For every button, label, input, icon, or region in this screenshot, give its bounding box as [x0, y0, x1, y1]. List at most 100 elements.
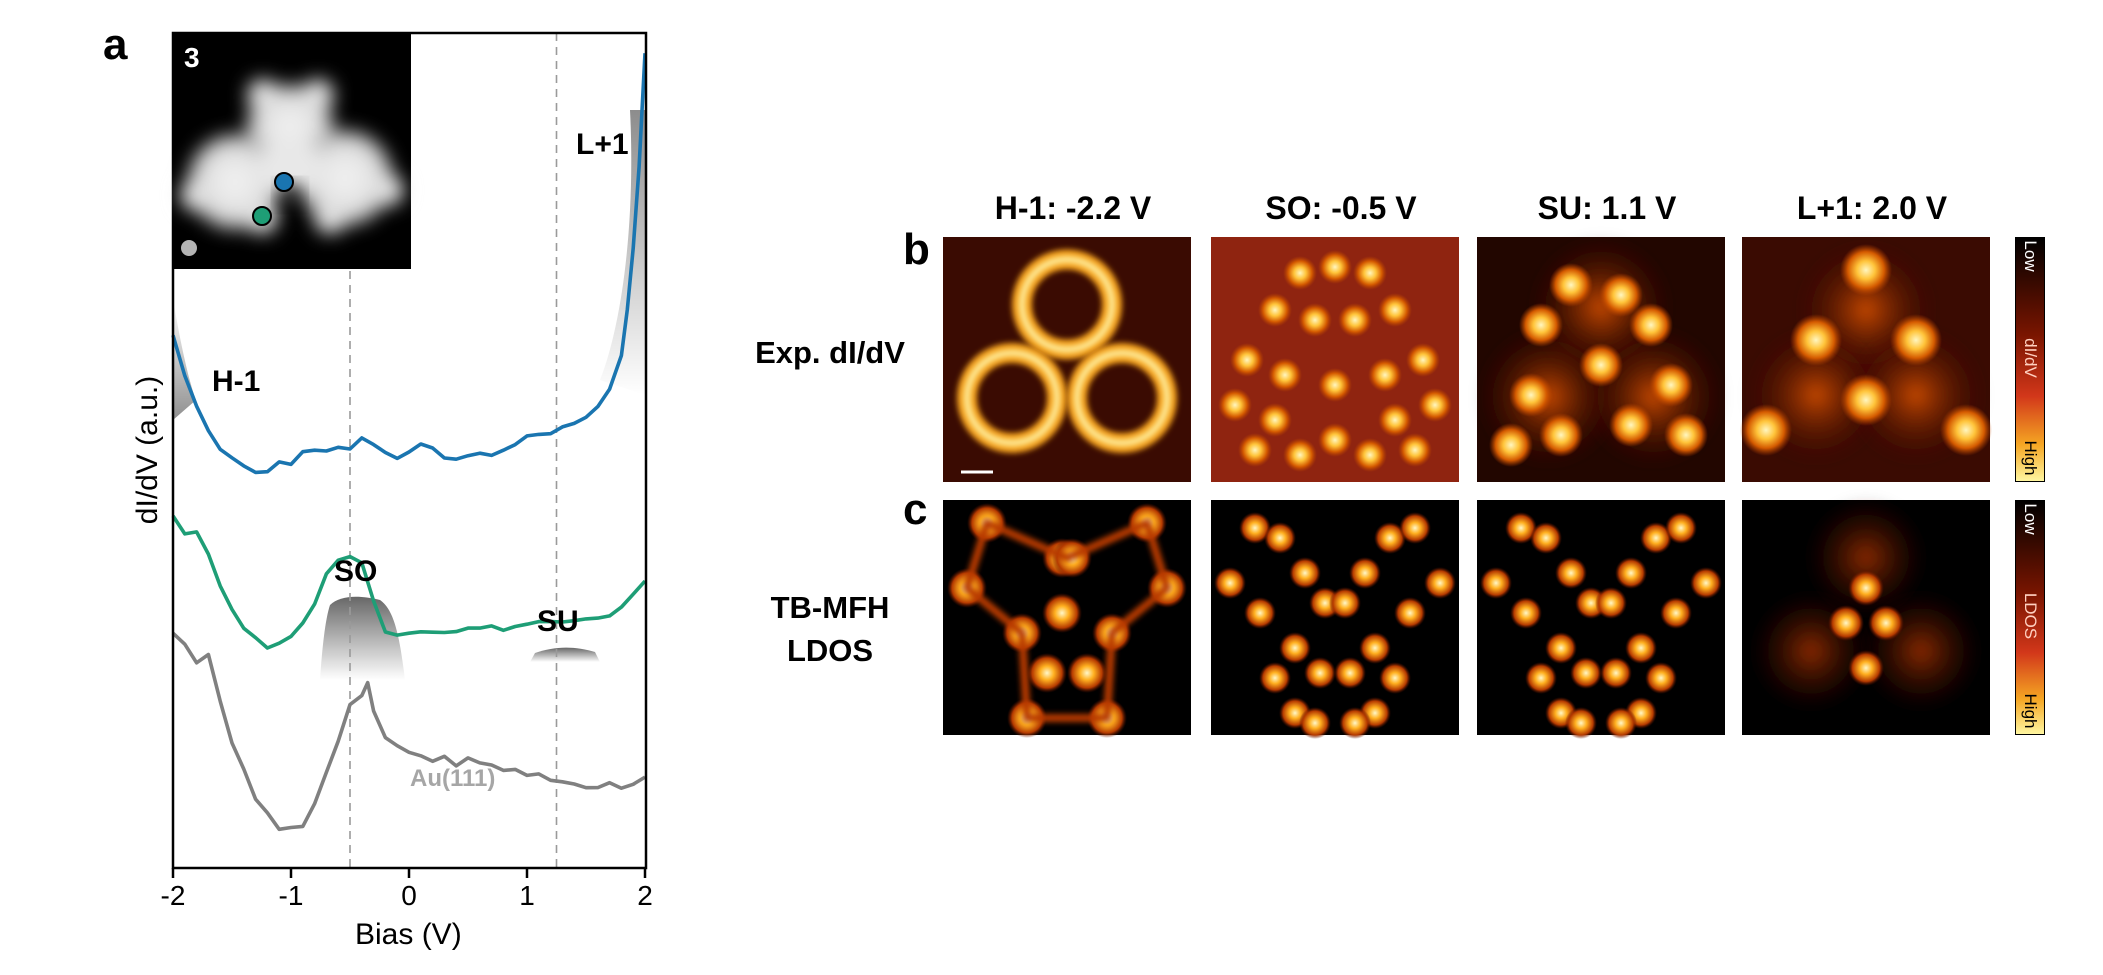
tb-spot: [1868, 605, 1904, 641]
exp-blob: [1796, 240, 1936, 380]
tb-spot: [1339, 707, 1371, 739]
exp-spot: [1218, 388, 1252, 422]
exp-lobe: [1067, 343, 1177, 453]
exp-spot: [1549, 263, 1593, 307]
exp-spot: [1230, 343, 1264, 377]
tb-spot: [1214, 567, 1246, 599]
tb-spot: [1625, 632, 1657, 664]
row-label-tb: TB-MFH: [770, 590, 890, 625]
exp-map-1: [943, 237, 1191, 482]
colorbar-ldos-low: Low: [2021, 503, 2040, 535]
exp-spot: [1238, 433, 1272, 467]
exp-spot: [1840, 374, 1892, 426]
tb-map-3: [1477, 500, 1725, 735]
tb-spot: [1565, 707, 1597, 739]
x-tick-label: 1: [519, 880, 535, 911]
colorbar-ldos-high: High: [2021, 693, 2040, 729]
colorbar-ldos: Low LDOS High: [2015, 500, 2045, 735]
exp-spot: [1378, 293, 1412, 327]
au-annotation: Au(111): [410, 765, 496, 792]
exp-spot: [1398, 433, 1432, 467]
exp-lobe: [957, 343, 1067, 453]
inset-topograph: [173, 33, 411, 269]
inset-label: 3: [184, 42, 200, 73]
exp-spot: [1318, 368, 1352, 402]
exp-blob: [1746, 325, 1886, 465]
x-tick-label: 2: [637, 880, 653, 911]
spectrum-line: [171, 53, 647, 475]
exp-spot: [1539, 413, 1583, 457]
tb-spot: [967, 503, 1007, 543]
h1-annotation: H-1: [212, 365, 261, 398]
exp-map-2: [1211, 237, 1459, 482]
x-axis-label: Bias (V): [355, 918, 462, 951]
exp-spot: [1298, 303, 1332, 337]
column-header-su: SU: 1.1 V: [1537, 190, 1677, 226]
tb-spot: [1309, 587, 1341, 619]
tb-spot: [1848, 570, 1884, 606]
su-annotation: SU: [537, 605, 579, 638]
exp-blob: [1846, 325, 1986, 465]
exp-lobe: [1012, 249, 1122, 360]
tb-spot: [1092, 613, 1132, 653]
tb-spot: [1244, 597, 1276, 629]
spectrum-line: [171, 514, 647, 650]
exp-spot: [1599, 273, 1643, 317]
exp-spot: [1940, 404, 1992, 456]
tb-spot: [1570, 657, 1602, 689]
tb-spot: [1334, 657, 1366, 689]
tb-spot: [1600, 657, 1632, 689]
exp-spot: [1368, 358, 1402, 392]
row-label-exp: Exp. dI/dV: [755, 335, 905, 370]
tb-spot: [1660, 597, 1692, 629]
exp-blob: [1529, 235, 1673, 380]
tb-spot: [1349, 557, 1381, 589]
tb-spot: [1645, 662, 1677, 694]
exp-spot: [1318, 423, 1352, 457]
colorbar-exp: Low dI/dV High: [2015, 237, 2045, 482]
tb-spot: [1329, 587, 1361, 619]
exp-lobe-core: [1074, 350, 1170, 446]
so-peak-shade: [320, 596, 405, 680]
colorbar-exp-mid: dI/dV: [2021, 338, 2040, 378]
exp-spot: [1579, 343, 1623, 387]
exp-spot: [1489, 423, 1533, 467]
exp-spot: [1283, 438, 1317, 472]
exp-blob: [1581, 324, 1726, 469]
x-tick-label: 0: [401, 880, 417, 911]
tb-spot: [1042, 593, 1082, 633]
tb-spot: [1525, 662, 1557, 694]
tb-spot: [1690, 567, 1722, 599]
y-axis-label: dI/dV (a.u.): [131, 375, 164, 525]
exp-spot: [1418, 388, 1452, 422]
column-header-h1: H-1: -2.2 V: [994, 190, 1152, 226]
tb-outline: [962, 517, 1172, 722]
exp-spot: [1890, 314, 1942, 366]
spectra-plot: [171, 31, 648, 878]
exp-spot: [1840, 244, 1892, 296]
colorbar-exp-low: Low: [2021, 240, 2040, 272]
tb-spot: [1828, 605, 1864, 641]
tb-spot: [1595, 587, 1627, 619]
exp-spot: [1378, 403, 1412, 437]
exp-spot: [1268, 358, 1302, 392]
panel-c-letter: c: [903, 485, 928, 534]
tb-spot: [1545, 632, 1577, 664]
tb-glow: [1751, 591, 1871, 711]
tb-map-1: [943, 500, 1191, 735]
colorbar-ldos-mid: LDOS: [2021, 592, 2040, 640]
tb-spot: [947, 568, 987, 608]
column-header-so: SO: -0.5 V: [1265, 190, 1417, 226]
tb-spot: [1279, 697, 1311, 729]
tb-spot: [1480, 567, 1512, 599]
h1-shade: [173, 298, 196, 420]
tb-spot: [1640, 522, 1672, 554]
tb-spot: [1374, 522, 1406, 554]
tb-spot: [1127, 503, 1167, 543]
exp-spot: [1664, 413, 1708, 457]
tb-spot: [1848, 650, 1884, 686]
tb-spot: [1359, 697, 1391, 729]
inset-marker: [252, 206, 272, 226]
exp-spot: [1318, 250, 1352, 284]
